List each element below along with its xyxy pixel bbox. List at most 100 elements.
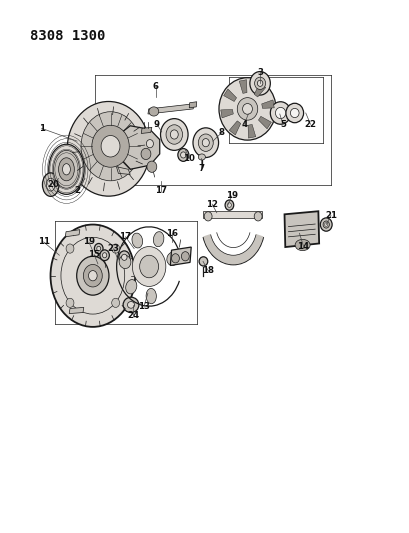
Ellipse shape <box>100 250 109 261</box>
Polygon shape <box>203 234 263 264</box>
Ellipse shape <box>227 203 231 207</box>
Ellipse shape <box>225 200 233 210</box>
Ellipse shape <box>102 253 106 258</box>
Ellipse shape <box>141 148 151 159</box>
Ellipse shape <box>139 255 158 278</box>
Ellipse shape <box>322 221 328 228</box>
Text: 20: 20 <box>47 180 59 189</box>
Polygon shape <box>116 167 130 174</box>
Text: 17: 17 <box>119 232 131 241</box>
Ellipse shape <box>83 264 102 287</box>
Ellipse shape <box>76 256 109 295</box>
Ellipse shape <box>146 161 156 172</box>
Ellipse shape <box>270 102 290 124</box>
Ellipse shape <box>88 271 97 281</box>
Text: 23: 23 <box>108 244 119 253</box>
Ellipse shape <box>111 244 119 253</box>
Polygon shape <box>229 121 240 135</box>
Polygon shape <box>239 80 246 93</box>
Ellipse shape <box>237 98 257 120</box>
Text: 11: 11 <box>38 237 49 246</box>
Ellipse shape <box>193 128 218 158</box>
Text: 15: 15 <box>88 250 100 259</box>
Polygon shape <box>258 116 271 129</box>
Ellipse shape <box>43 173 59 196</box>
Ellipse shape <box>49 144 84 195</box>
Polygon shape <box>141 127 151 133</box>
Ellipse shape <box>249 71 270 95</box>
Ellipse shape <box>285 103 303 123</box>
Text: 8: 8 <box>218 128 225 137</box>
Ellipse shape <box>204 212 211 221</box>
Text: 6: 6 <box>153 82 158 91</box>
Ellipse shape <box>101 135 120 157</box>
Polygon shape <box>284 211 318 247</box>
Ellipse shape <box>132 247 165 286</box>
Ellipse shape <box>166 252 178 265</box>
Ellipse shape <box>198 154 205 160</box>
Text: 14: 14 <box>297 241 309 251</box>
Ellipse shape <box>66 244 74 253</box>
Polygon shape <box>203 211 261 218</box>
Polygon shape <box>148 104 193 114</box>
Text: 19: 19 <box>83 237 94 246</box>
Ellipse shape <box>46 178 55 191</box>
Ellipse shape <box>146 288 156 304</box>
Text: 22: 22 <box>304 120 316 129</box>
Polygon shape <box>170 247 191 265</box>
Text: 16: 16 <box>165 229 177 238</box>
Polygon shape <box>223 89 236 101</box>
Text: 17: 17 <box>155 186 166 195</box>
Polygon shape <box>69 308 83 313</box>
Ellipse shape <box>319 218 331 231</box>
Polygon shape <box>254 83 265 97</box>
Ellipse shape <box>166 125 182 144</box>
Ellipse shape <box>254 212 261 221</box>
Ellipse shape <box>199 257 207 266</box>
Ellipse shape <box>180 152 186 158</box>
Ellipse shape <box>50 224 135 327</box>
Text: 19: 19 <box>225 191 237 200</box>
Ellipse shape <box>290 108 298 118</box>
Text: 21: 21 <box>324 211 336 220</box>
Text: 4: 4 <box>241 120 247 129</box>
Ellipse shape <box>160 119 188 150</box>
Text: 13: 13 <box>138 302 150 311</box>
Ellipse shape <box>294 239 309 251</box>
Ellipse shape <box>123 297 139 312</box>
Ellipse shape <box>324 223 327 227</box>
Ellipse shape <box>202 139 209 147</box>
Ellipse shape <box>97 246 101 251</box>
Ellipse shape <box>153 232 164 247</box>
Ellipse shape <box>178 149 189 161</box>
Ellipse shape <box>170 130 178 139</box>
Ellipse shape <box>58 158 74 181</box>
Polygon shape <box>65 230 80 237</box>
Polygon shape <box>261 100 274 108</box>
Text: 12: 12 <box>206 199 218 208</box>
Ellipse shape <box>171 254 179 263</box>
Ellipse shape <box>119 255 130 269</box>
Polygon shape <box>220 109 233 118</box>
Text: 10: 10 <box>183 154 195 163</box>
Ellipse shape <box>181 252 189 261</box>
Ellipse shape <box>148 107 158 116</box>
Ellipse shape <box>92 125 129 167</box>
Ellipse shape <box>67 101 150 196</box>
Ellipse shape <box>94 244 103 254</box>
Ellipse shape <box>275 107 285 119</box>
Ellipse shape <box>132 233 142 248</box>
Text: 8308 1300: 8308 1300 <box>30 29 105 43</box>
Ellipse shape <box>81 112 140 181</box>
Polygon shape <box>114 126 160 169</box>
Ellipse shape <box>198 134 213 151</box>
Text: 1: 1 <box>38 124 45 133</box>
Polygon shape <box>189 102 196 108</box>
Ellipse shape <box>254 77 265 90</box>
Text: 18: 18 <box>202 266 213 275</box>
Ellipse shape <box>53 150 79 188</box>
Ellipse shape <box>127 302 134 308</box>
Text: 3: 3 <box>256 68 263 77</box>
Ellipse shape <box>257 80 262 86</box>
Text: 2: 2 <box>74 186 80 195</box>
